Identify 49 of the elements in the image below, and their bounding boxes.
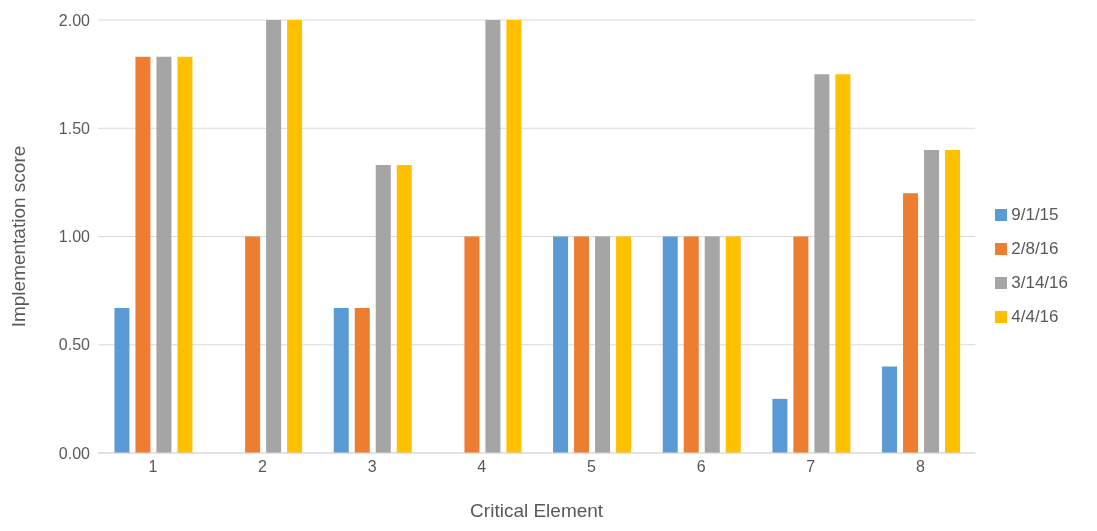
bar (135, 56, 151, 453)
bar (595, 236, 611, 453)
bar (924, 149, 940, 453)
bar (814, 74, 830, 453)
x-axis-title: Critical Element (470, 500, 604, 521)
bar (464, 236, 480, 453)
bar (793, 236, 809, 453)
x-tick-label: 2 (258, 458, 268, 476)
y-tick-label: 1.00 (58, 228, 91, 246)
x-tick-label: 8 (915, 458, 925, 476)
x-tick-label: 5 (587, 458, 597, 476)
bar (287, 20, 303, 453)
x-tick-label: 7 (806, 458, 816, 476)
bar (245, 236, 261, 453)
bar (945, 149, 961, 453)
bar (506, 20, 522, 453)
bar (333, 307, 349, 453)
x-tick-label: 4 (477, 458, 487, 476)
x-tick-label: 3 (367, 458, 377, 476)
bar (772, 398, 788, 453)
y-tick-label: 1.50 (58, 119, 91, 137)
bar (903, 193, 919, 453)
bar (616, 236, 632, 453)
legend-label: 4/4/16 (1011, 306, 1059, 326)
bar (683, 236, 699, 453)
x-tick-label: 6 (696, 458, 706, 476)
bar (396, 165, 412, 453)
bar (375, 165, 391, 453)
legend-label: 3/14/16 (1011, 272, 1068, 292)
bar (662, 236, 678, 453)
x-tick-label: 1 (148, 458, 158, 476)
legend-label: 2/8/16 (1011, 238, 1059, 258)
bar (114, 307, 130, 453)
bar (882, 366, 898, 453)
bar (725, 236, 741, 453)
bar (704, 236, 720, 453)
y-tick-label: 0.00 (58, 444, 91, 462)
bar (177, 56, 193, 453)
y-tick-label: 0.50 (58, 336, 91, 354)
bar (835, 74, 851, 453)
bar (354, 307, 370, 453)
y-axis-title: Implementation score (7, 145, 29, 328)
legend-label: 9/1/15 (1011, 204, 1059, 224)
bar (574, 236, 590, 453)
bar (266, 20, 282, 453)
bar (485, 20, 501, 453)
bar (553, 236, 569, 453)
y-tick-label: 2.00 (58, 11, 91, 29)
bar (156, 56, 172, 453)
